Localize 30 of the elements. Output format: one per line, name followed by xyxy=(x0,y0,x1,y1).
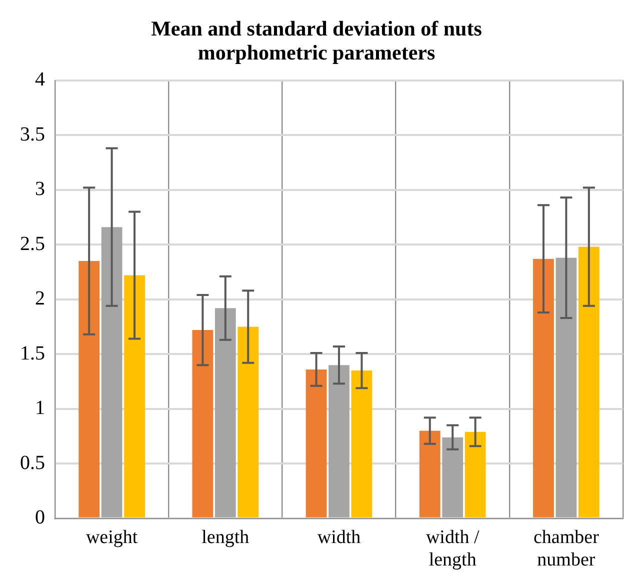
bar xyxy=(533,258,554,518)
x-tick-label: length xyxy=(202,526,250,548)
y-tick-label: 0.5 xyxy=(20,452,45,474)
x-tick-label: weight xyxy=(86,526,138,548)
bar xyxy=(78,261,100,518)
bar xyxy=(351,370,372,518)
x-tick-label: width xyxy=(317,526,362,548)
y-tick-label: 4 xyxy=(35,68,45,91)
y-tick-label: 0 xyxy=(35,506,45,529)
bar xyxy=(464,432,486,518)
bar xyxy=(124,275,145,518)
bar xyxy=(306,369,327,518)
y-tick-label: 2 xyxy=(35,288,45,310)
bar xyxy=(419,430,440,518)
bar xyxy=(214,308,236,518)
bar xyxy=(578,246,600,518)
bar xyxy=(238,326,259,518)
chart-title: Mean and standard deviation of nuts morphometric parameters xyxy=(151,16,482,65)
y-tick-label: 3 xyxy=(35,178,45,200)
bar xyxy=(192,330,214,518)
y-tick-label: 2.5 xyxy=(20,232,45,255)
y-tick-label: 1 xyxy=(35,397,45,420)
bar xyxy=(101,227,122,518)
y-tick-label: 3.5 xyxy=(20,123,45,146)
bar xyxy=(328,365,350,518)
bar xyxy=(556,258,577,518)
bar xyxy=(442,437,464,518)
x-tick-label: width / length xyxy=(426,526,480,571)
y-tick-label: 1.5 xyxy=(20,342,45,364)
x-tick-label: chamber number xyxy=(533,526,600,571)
